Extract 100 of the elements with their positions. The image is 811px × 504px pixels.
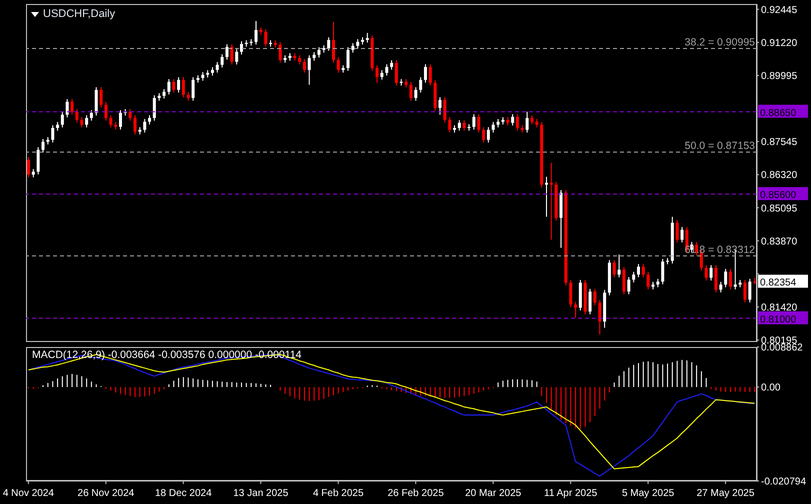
candlestick — [414, 86, 418, 102]
candlestick — [526, 111, 529, 134]
candlestick — [728, 268, 732, 290]
chart-title: USDCHF,Daily — [43, 8, 116, 20]
candlestick — [216, 62, 219, 74]
y-tick-label: 0.83870 — [761, 236, 798, 248]
x-tick-label: 26 Feb 2025 — [388, 488, 444, 499]
candlestick — [128, 108, 132, 122]
candlestick — [332, 21, 335, 64]
candlestick — [225, 44, 228, 60]
x-tick-label: 4 Nov 2024 — [2, 488, 54, 499]
candlestick — [66, 98, 69, 118]
candlestick — [448, 116, 452, 134]
candlestick — [428, 64, 432, 86]
candlestick — [298, 54, 302, 66]
candlestick — [104, 102, 108, 122]
candlestick — [376, 64, 379, 84]
ref-line-label: 0.88650 — [760, 108, 797, 119]
candlestick — [308, 54, 311, 86]
candlestick — [710, 264, 713, 281]
candlestick — [85, 114, 88, 128]
x-tick-label: 26 Nov 2024 — [78, 488, 135, 499]
y-tick-label: 0.91220 — [761, 38, 798, 49]
candlestick — [351, 42, 354, 54]
candlestick — [192, 76, 195, 102]
candlestick — [70, 98, 74, 115]
candlestick — [27, 156, 30, 178]
candlestick — [462, 120, 466, 132]
candlestick — [530, 114, 534, 125]
candlestick — [100, 86, 103, 108]
candlestick — [569, 279, 572, 308]
candlestick — [118, 110, 122, 130]
candlestick — [748, 278, 752, 303]
ref-line-label: 50.0 = 0.87153 — [684, 140, 756, 152]
candlestick — [511, 114, 514, 126]
x-tick-label: 11 Apr 2025 — [544, 488, 598, 499]
candlestick — [230, 44, 234, 66]
candlestick — [134, 114, 137, 135]
candlestick — [743, 279, 746, 303]
candlestick — [80, 116, 84, 128]
y-tick-label: 0.86320 — [761, 170, 798, 182]
candlestick — [714, 264, 718, 293]
candlestick — [458, 120, 461, 132]
candlestick — [472, 114, 476, 130]
candlestick — [172, 78, 176, 94]
candlestick — [385, 64, 388, 76]
candlestick — [162, 88, 166, 100]
candlestick — [380, 70, 384, 80]
candlestick — [438, 96, 442, 116]
x-tick-label: 4 Feb 2025 — [312, 488, 364, 499]
x-tick-label: 27 May 2025 — [696, 488, 755, 499]
candlestick — [598, 299, 602, 335]
x-tick-label: 13 Jan 2025 — [233, 488, 289, 499]
candlestick — [182, 76, 185, 98]
candlestick — [336, 56, 340, 74]
y-tick-label: 0.81420 — [761, 302, 798, 314]
candlestick — [75, 108, 78, 124]
ref-line-label: 0.81000 — [760, 314, 797, 326]
candlestick — [636, 264, 640, 278]
candlestick — [148, 114, 152, 125]
y-tick-label: 0.00 — [761, 382, 781, 394]
candlestick — [632, 271, 636, 283]
candlestick — [51, 124, 54, 144]
candlestick — [443, 96, 446, 124]
candlestick — [676, 220, 679, 243]
candlestick — [394, 60, 398, 86]
candlestick — [704, 264, 708, 281]
y-tick-label: 0.85095 — [761, 203, 798, 214]
candlestick — [482, 126, 486, 144]
candlestick — [477, 114, 480, 134]
candlestick — [356, 38, 360, 50]
candlestick — [177, 76, 180, 94]
candlestick — [618, 254, 621, 278]
candlestick — [90, 110, 93, 122]
candlestick — [588, 288, 592, 315]
candlestick — [419, 76, 422, 94]
candlestick — [661, 258, 664, 285]
candlestick — [152, 94, 156, 122]
candlestick — [264, 28, 268, 48]
candlestick — [167, 78, 170, 95]
candlestick — [574, 301, 578, 318]
candlestick — [317, 46, 320, 58]
candlestick — [235, 48, 238, 66]
candlestick — [42, 138, 45, 154]
candlestick — [680, 226, 684, 243]
candlestick — [254, 20, 258, 46]
y-tick-label: -0.020794 — [761, 476, 806, 488]
y-tick-label: 0.92445 — [761, 4, 798, 16]
candlestick — [492, 122, 495, 134]
candlestick — [719, 281, 722, 293]
candlestick — [302, 58, 306, 74]
candlestick — [593, 288, 596, 306]
candlestick — [143, 118, 146, 134]
candlestick — [366, 32, 369, 44]
candlestick — [424, 64, 427, 84]
candlestick — [36, 146, 40, 175]
candlestick — [646, 271, 650, 290]
candlestick — [486, 126, 490, 144]
y-tick-label: 0.89995 — [761, 70, 798, 82]
x-tick-label: 18 Dec 2024 — [154, 488, 212, 499]
